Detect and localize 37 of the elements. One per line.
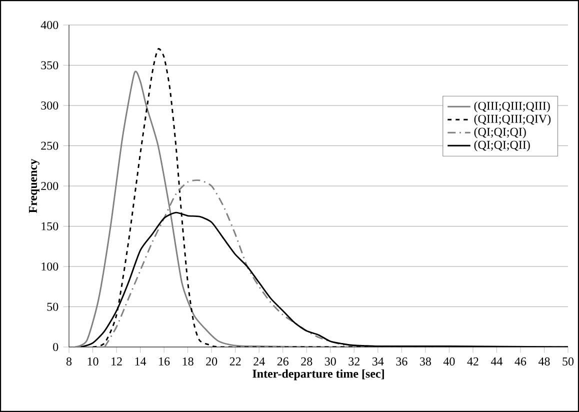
- x-tick-label: 36: [396, 357, 408, 366]
- x-tick-label: 24: [254, 357, 265, 366]
- x-axis-title: Inter-departure time [sec]: [252, 369, 384, 380]
- x-tick-label: 44: [490, 357, 503, 366]
- x-tick-label: 12: [112, 357, 122, 366]
- x-tick-label: 32: [348, 357, 360, 366]
- x-tick-label: 8: [66, 357, 72, 366]
- x-tick-label: 34: [372, 357, 384, 366]
- x-tick-label: 38: [420, 357, 431, 366]
- y-tick-label: 200: [41, 182, 58, 190]
- y-tick-label: 100: [42, 262, 58, 271]
- x-tick-label: 22: [230, 357, 241, 366]
- y-tick-label: 50: [47, 302, 58, 311]
- x-tick-label: 28: [301, 357, 312, 366]
- x-tick-label: 30: [324, 357, 336, 366]
- legend-label: (QI;QI;QII): [474, 140, 530, 152]
- x-tick-label: 18: [182, 357, 194, 366]
- x-tick-label: 16: [159, 357, 170, 366]
- legend-label: (QIII;QIII;QIV): [474, 114, 551, 126]
- legend-label: (QI;QI;QI): [474, 127, 526, 138]
- y-tick-label: 400: [40, 20, 58, 30]
- x-tick-label: 20: [206, 357, 218, 366]
- x-tick-label: 14: [135, 357, 146, 366]
- y-tick-label: 350: [41, 61, 58, 70]
- y-axis-title: Frequency: [28, 158, 40, 214]
- x-tick-label: 26: [277, 357, 289, 366]
- x-tick-label: 46: [514, 357, 526, 366]
- x-tick-label: 40: [443, 357, 455, 366]
- y-tick-label: 300: [41, 101, 58, 110]
- y-tick-label: 0: [53, 342, 58, 352]
- legend-label: (QIII;QIII;QIII): [474, 101, 550, 112]
- x-tick-label: 48: [538, 357, 550, 366]
- x-tick-label: 42: [467, 357, 478, 366]
- x-tick-label: 50: [562, 357, 574, 366]
- y-tick-label: 150: [42, 222, 58, 230]
- x-tick-label: 10: [88, 357, 98, 366]
- y-tick-label: 250: [41, 142, 58, 150]
